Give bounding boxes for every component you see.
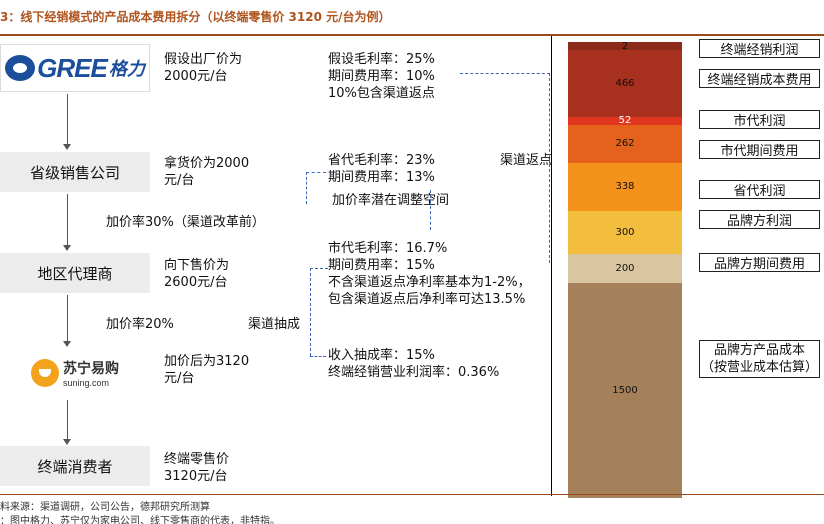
suning-logo: 苏宁易购 suning.com bbox=[0, 348, 150, 398]
dash-connector-c bbox=[430, 190, 431, 230]
bar-segment-6: 200 bbox=[568, 254, 682, 283]
label-city-profit: 市代利润 bbox=[699, 110, 820, 129]
label-retail-profit: 终端经销利润 bbox=[699, 39, 820, 58]
label-city-expense: 市代期间费用 bbox=[699, 140, 820, 159]
bar-segment-value: 1500 bbox=[612, 385, 638, 397]
dash-connector-a bbox=[306, 172, 326, 173]
dash-connector-h bbox=[549, 73, 550, 263]
bar-segment-7: 1500 bbox=[568, 282, 682, 499]
suning-lion-icon bbox=[31, 359, 59, 387]
bar-segment-value: 2 bbox=[621, 40, 629, 52]
bar-segment-5: 300 bbox=[568, 211, 682, 255]
note-rebate: 渠道返点 bbox=[500, 153, 553, 168]
chain-box-regional: 地区代理商 bbox=[0, 253, 150, 293]
bar-segment-3: 262 bbox=[568, 124, 682, 163]
price-regional: 向下售价为 2600元/台 bbox=[164, 258, 230, 290]
footer-source: 料来源：渠道调研，公司公告，德邦研究所测算 bbox=[0, 502, 210, 513]
dash-connector-f bbox=[310, 356, 326, 357]
title-rule bbox=[0, 34, 824, 36]
note-retailer: 收入抽成率：15% 终端经销营业利润率：0.36% bbox=[328, 348, 500, 380]
note-province: 省代毛利率：23% 期间费用率：13% bbox=[328, 153, 435, 185]
flow-arrowhead-3 bbox=[63, 341, 71, 347]
bar-segment-2: 52 bbox=[568, 115, 682, 127]
dash-connector-d bbox=[310, 268, 328, 269]
footer-note: ：图中格力、苏宁仅为家电公司、线下零售商的代表，非特指。 bbox=[0, 516, 280, 524]
chain-box-province: 省级销售公司 bbox=[0, 152, 150, 192]
flow-arrowhead-1 bbox=[63, 144, 71, 150]
stacked-bar: 2 466 52 262 338 300 200 1500 bbox=[568, 40, 682, 499]
bar-segment-value: 200 bbox=[615, 262, 635, 274]
note-brand: 假设毛利率：25% 期间费用率：10% 10%包含渠道返点 bbox=[328, 52, 435, 101]
note-extraction: 渠道抽成 bbox=[248, 317, 301, 332]
dash-connector-e bbox=[310, 268, 311, 356]
flow-arrowhead-2 bbox=[63, 245, 71, 251]
dash-connector-g bbox=[460, 73, 550, 74]
bar-segment-value: 300 bbox=[615, 227, 635, 239]
price-retailer: 加价后为3120 元/台 bbox=[164, 354, 250, 386]
note-province-hint: 加价率潜在调整空间 bbox=[332, 193, 450, 208]
bar-segment-value: 52 bbox=[618, 115, 632, 127]
bar-segment-value: 338 bbox=[615, 181, 635, 193]
flow-arrow-1 bbox=[67, 94, 68, 144]
bar-segment-4: 338 bbox=[568, 162, 682, 212]
price-consumer: 终端零售价 3120元/台 bbox=[164, 452, 230, 484]
flow-arrowhead-4 bbox=[63, 439, 71, 445]
price-factory: 假设出厂价为 2000元/台 bbox=[164, 52, 243, 84]
note-city: 市代毛利率：16.7% 期间费用率：15% 不含渠道返点净利率基本为1-2%， … bbox=[328, 241, 531, 307]
footer-rule bbox=[0, 494, 824, 495]
label-brand-profit: 品牌方利润 bbox=[699, 210, 820, 229]
flow-arrow-2 bbox=[67, 194, 68, 245]
gree-logo-text: GREE bbox=[37, 52, 108, 83]
gree-logo: GREE 格力 bbox=[0, 44, 150, 92]
label-retail-cost: 终端经销成本费用 bbox=[699, 69, 820, 88]
gree-logo-cn: 格力 bbox=[108, 59, 145, 80]
bar-segment-value: 466 bbox=[615, 77, 635, 89]
bar-segment-1: 466 bbox=[568, 50, 682, 117]
bar-segment-value: 262 bbox=[615, 138, 635, 150]
label-brand-cost: 品牌方产品成本 （按营业成本估算） bbox=[699, 340, 820, 378]
label-brand-expense: 品牌方期间费用 bbox=[699, 253, 820, 272]
gree-swirl-icon bbox=[5, 55, 36, 81]
flow-arrow-3 bbox=[67, 295, 68, 341]
suning-logo-cn: 苏宁易购 bbox=[63, 361, 119, 377]
dash-connector-b bbox=[306, 172, 307, 204]
flow-arrow-4 bbox=[67, 400, 68, 439]
markup-label-1: 加价率30%（渠道改革前） bbox=[106, 215, 265, 230]
price-province: 拿货价为2000 元/台 bbox=[164, 156, 250, 188]
suning-logo-en: suning.com bbox=[63, 378, 110, 388]
label-province-profit: 省代利润 bbox=[699, 180, 820, 199]
figure-title: 3：线下经销模式的产品成本费用拆分（以终端零售价 3120 元/台为例） bbox=[0, 10, 391, 24]
vertical-divider bbox=[551, 36, 552, 496]
markup-label-2: 加价率20% bbox=[106, 317, 174, 332]
bar-segment-0: 2 bbox=[568, 40, 682, 52]
chain-box-consumer: 终端消费者 bbox=[0, 446, 150, 486]
